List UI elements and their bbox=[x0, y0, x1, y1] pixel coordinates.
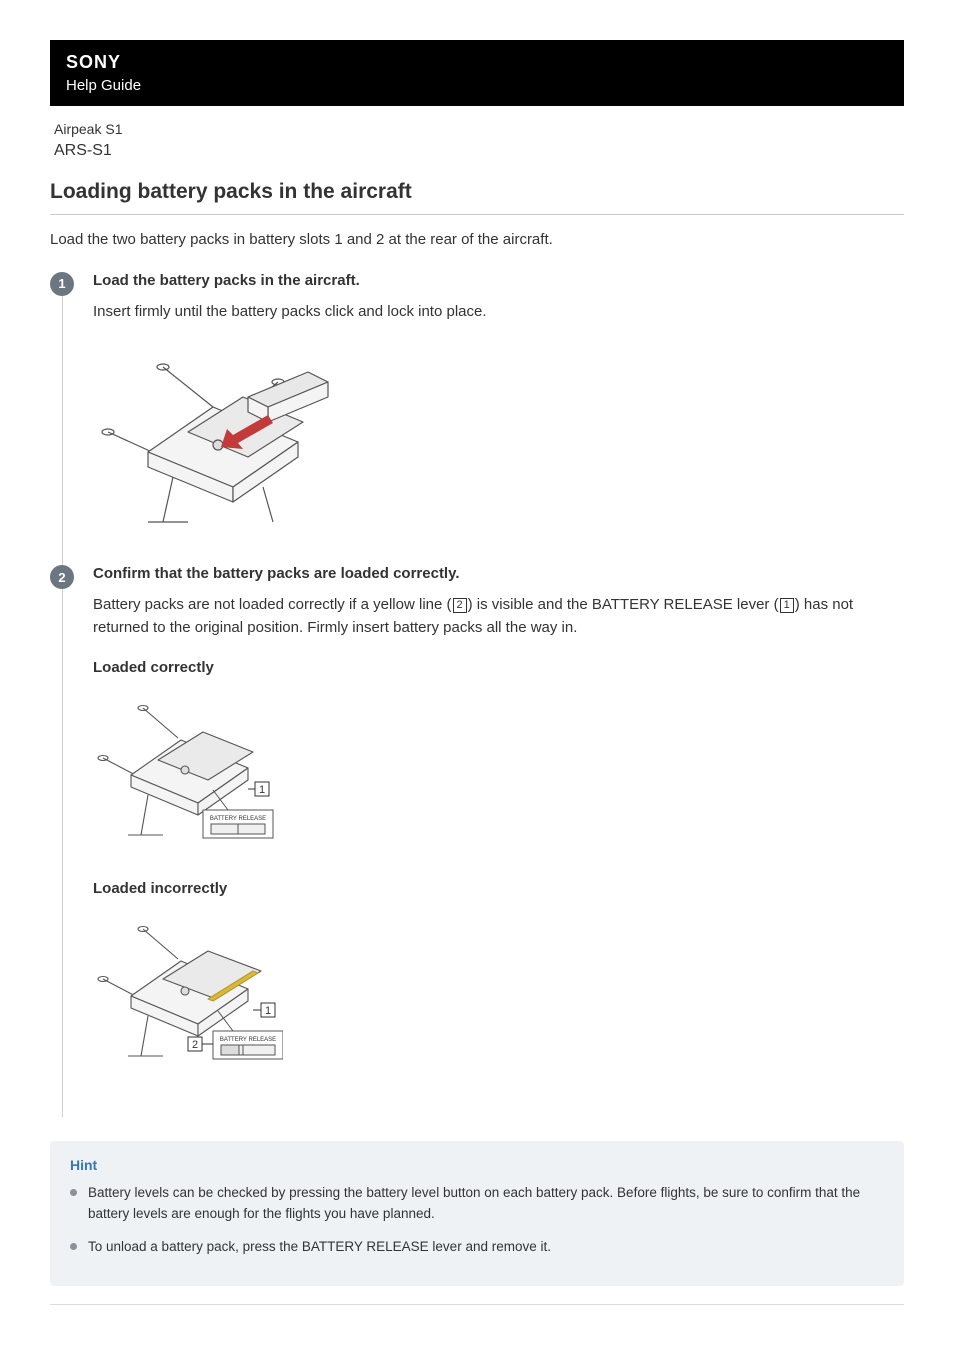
model-name: Airpeak S1 bbox=[54, 120, 904, 140]
hint-title: Hint bbox=[70, 1157, 884, 1173]
illustration-main bbox=[93, 337, 904, 527]
hint-box: Hint Battery levels can be checked by pr… bbox=[50, 1141, 904, 1286]
illustration-correct: BATTERY RELEASE 1 bbox=[93, 690, 904, 860]
footer-rule bbox=[50, 1304, 904, 1305]
header-subtitle: Help Guide bbox=[66, 77, 888, 94]
step-body: Battery packs are not loaded correctly i… bbox=[93, 594, 904, 639]
svg-text:2: 2 bbox=[192, 1039, 198, 1051]
battery-release-label: BATTERY RELEASE bbox=[220, 1037, 276, 1043]
title-rule bbox=[50, 214, 904, 215]
battery-release-label: BATTERY RELEASE bbox=[210, 816, 266, 822]
steps-container: 1 Load the battery packs in the aircraft… bbox=[62, 272, 904, 1118]
illustration-incorrect: BATTERY RELEASE 1 2 bbox=[93, 911, 904, 1081]
brand-logo: SONY bbox=[66, 52, 888, 73]
step-2: 2 Confirm that the battery packs are loa… bbox=[63, 565, 904, 1117]
hint-list: Battery levels can be checked by pressin… bbox=[70, 1183, 884, 1258]
header-bar: SONY Help Guide bbox=[50, 40, 904, 106]
step-number-badge: 1 bbox=[50, 272, 74, 296]
step-1: 1 Load the battery packs in the aircraft… bbox=[63, 272, 904, 564]
svg-text:1: 1 bbox=[259, 784, 265, 796]
step-title: Load the battery packs in the aircraft. bbox=[93, 272, 904, 289]
step-number-badge: 2 bbox=[50, 565, 74, 589]
hint-item: To unload a battery pack, press the BATT… bbox=[70, 1237, 884, 1258]
page-title: Loading battery packs in the aircraft bbox=[50, 180, 904, 204]
callout-ref-1: 1 bbox=[780, 598, 794, 613]
model-block: Airpeak S1 ARS-S1 bbox=[54, 120, 904, 162]
subheading-correct: Loaded correctly bbox=[93, 659, 904, 676]
step-title: Confirm that the battery packs are loade… bbox=[93, 565, 904, 582]
step-body-text: Battery packs are not loaded correctly i… bbox=[93, 596, 452, 613]
svg-text:1: 1 bbox=[265, 1005, 271, 1017]
callout-ref-2: 2 bbox=[453, 598, 467, 613]
step-body-text: ) is visible and the BATTERY RELEASE lev… bbox=[468, 596, 779, 613]
hint-item: Battery levels can be checked by pressin… bbox=[70, 1183, 884, 1225]
subheading-incorrect: Loaded incorrectly bbox=[93, 880, 904, 897]
intro-text: Load the two battery packs in battery sl… bbox=[50, 231, 904, 248]
model-number: ARS-S1 bbox=[54, 140, 904, 162]
step-body: Insert firmly until the battery packs cl… bbox=[93, 301, 904, 324]
